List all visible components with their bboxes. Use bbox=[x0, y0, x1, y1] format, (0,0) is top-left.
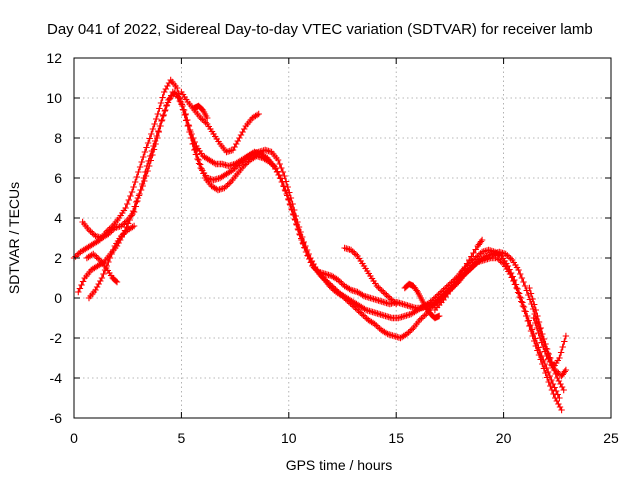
x-tick-label: 20 bbox=[496, 430, 512, 446]
y-tick-label: 0 bbox=[54, 290, 62, 306]
plus-markers bbox=[85, 222, 138, 302]
grid bbox=[74, 58, 611, 418]
series-markers bbox=[79, 88, 563, 402]
x-tick-label: 5 bbox=[178, 430, 186, 446]
series-markers bbox=[70, 76, 567, 394]
chart-title: Day 041 of 2022, Sidereal Day-to-day VTE… bbox=[47, 21, 593, 38]
plus-markers bbox=[431, 236, 486, 314]
plus-markers bbox=[191, 102, 211, 122]
plus-markers bbox=[70, 76, 567, 394]
y-tick-label: -2 bbox=[50, 330, 63, 346]
y-tick-label: 12 bbox=[46, 50, 62, 66]
x-tick-label: 25 bbox=[603, 430, 619, 446]
series-arc-8 bbox=[341, 244, 400, 308]
y-tick-label: 10 bbox=[46, 90, 62, 106]
series-markers bbox=[178, 88, 262, 156]
y-axis-label: SDTVAR / TECUs bbox=[6, 182, 22, 294]
axis-ticks bbox=[73, 57, 612, 419]
tick-labels: 0 5 10 15 20 25 -6 -4 -2 0 2 4 6 8 10 12 bbox=[46, 50, 619, 446]
plus-markers bbox=[178, 88, 262, 156]
series-markers bbox=[341, 244, 400, 308]
y-tick-label: 8 bbox=[54, 130, 62, 146]
series-arc-12 bbox=[526, 284, 570, 380]
y-tick-label: 6 bbox=[54, 170, 62, 186]
series-line bbox=[73, 79, 565, 391]
plus-markers bbox=[341, 244, 400, 308]
plot-frame bbox=[73, 57, 612, 419]
series-arc-1 bbox=[70, 76, 567, 394]
series-arc-4 bbox=[83, 250, 121, 286]
x-tick-label: 0 bbox=[70, 430, 78, 446]
series-arc-10 bbox=[431, 236, 486, 314]
plus-markers bbox=[401, 280, 443, 322]
plus-markers bbox=[79, 88, 563, 402]
x-axis-label: GPS time / hours bbox=[286, 457, 393, 473]
series-arc-7 bbox=[191, 102, 211, 122]
series-line bbox=[528, 287, 567, 377]
series-arc-9 bbox=[401, 280, 443, 322]
series-markers bbox=[401, 280, 443, 322]
series-arc-5 bbox=[85, 222, 138, 302]
y-tick-label: 4 bbox=[54, 210, 62, 226]
x-tick-label: 10 bbox=[281, 430, 297, 446]
series-layer bbox=[70, 76, 570, 414]
series-markers bbox=[191, 102, 211, 122]
series-markers bbox=[85, 222, 138, 302]
series-markers bbox=[431, 236, 486, 314]
y-tick-label: 2 bbox=[54, 250, 62, 266]
y-tick-label: -4 bbox=[50, 370, 63, 386]
series-markers bbox=[526, 284, 570, 380]
series-arc-6 bbox=[178, 88, 262, 156]
plus-markers bbox=[526, 284, 570, 380]
x-tick-label: 15 bbox=[388, 430, 404, 446]
series-arc-3 bbox=[79, 88, 563, 402]
y-tick-label: -6 bbox=[50, 410, 63, 426]
